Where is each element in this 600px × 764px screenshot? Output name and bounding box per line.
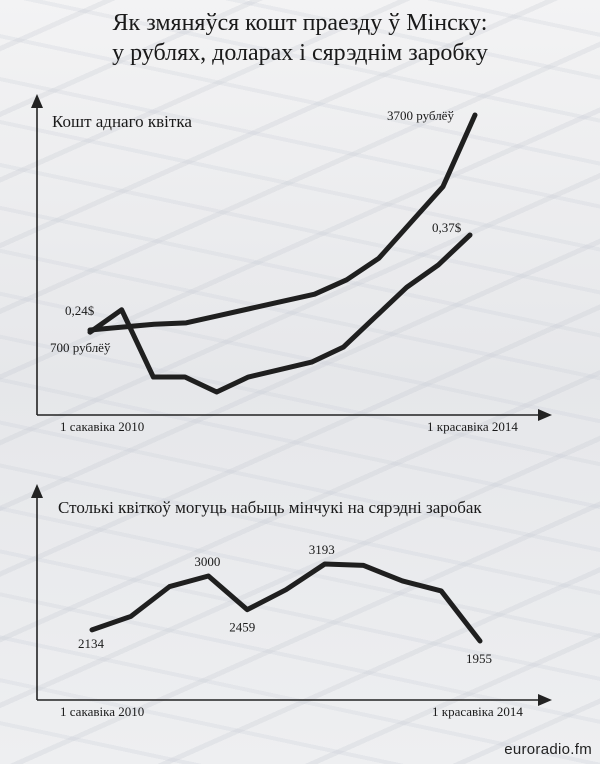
watermark: euroradio.fm bbox=[504, 741, 592, 758]
page-title-line-1: Як змяняўся кошт праезду ў Мінску: bbox=[112, 10, 488, 36]
fare-chart-axes bbox=[31, 94, 552, 421]
tickets-point-label: 3000 bbox=[194, 554, 220, 569]
fare-chart-y-arrow bbox=[31, 94, 43, 108]
tickets-chart-series-group: 2134 3000 2459 3193 1955 bbox=[78, 542, 492, 666]
tickets-point-label: 1955 bbox=[466, 651, 492, 666]
fare-rubles-start-label: 700 рублёў bbox=[50, 340, 111, 355]
fare-chart-series-group: 700 рублёў 3700 рублёў 0,24$ 0,37$ bbox=[50, 108, 478, 395]
fare-dollars-end-label: 0,37$ bbox=[432, 220, 462, 235]
fare-chart-x-start-label: 1 сакавіка 2010 bbox=[60, 419, 144, 434]
fare-dollars-line bbox=[87, 232, 473, 395]
tickets-per-salary-chart: Столькі квіткоў могуць набыць мінчукі на… bbox=[31, 484, 552, 719]
tickets-chart-x-start-label: 1 сакавіка 2010 bbox=[60, 704, 144, 719]
fare-rubles-line bbox=[87, 112, 478, 333]
fare-chart-title: Кошт аднаго квітка bbox=[52, 112, 192, 131]
tickets-chart-title: Столькі квіткоў могуць набыць мінчукі на… bbox=[58, 498, 482, 517]
fare-chart: Кошт аднаго квітка 1 сакавіка 2010 1 кра… bbox=[31, 94, 552, 434]
fare-dollars-start-label: 0,24$ bbox=[65, 303, 95, 318]
tickets-chart-x-end-label: 1 красавіка 2014 bbox=[432, 704, 523, 719]
fare-rubles-end-label: 3700 рублёў bbox=[387, 108, 454, 123]
tickets-line bbox=[89, 561, 483, 644]
tickets-chart-x-arrow bbox=[538, 694, 552, 706]
tickets-point-label: 2134 bbox=[78, 636, 105, 651]
tickets-chart-axes bbox=[31, 484, 552, 706]
fare-chart-x-end-label: 1 красавіка 2014 bbox=[427, 419, 518, 434]
fare-chart-x-arrow bbox=[538, 409, 552, 421]
page-header: Як змяняўся кошт праезду ў Мінску: у руб… bbox=[0, 8, 600, 68]
tickets-point-label: 2459 bbox=[229, 620, 255, 635]
page-title-line-2: у рублях, доларах і сярэднім заробку bbox=[112, 40, 488, 66]
tickets-point-label: 3193 bbox=[309, 542, 335, 557]
tickets-chart-y-arrow bbox=[31, 484, 43, 498]
